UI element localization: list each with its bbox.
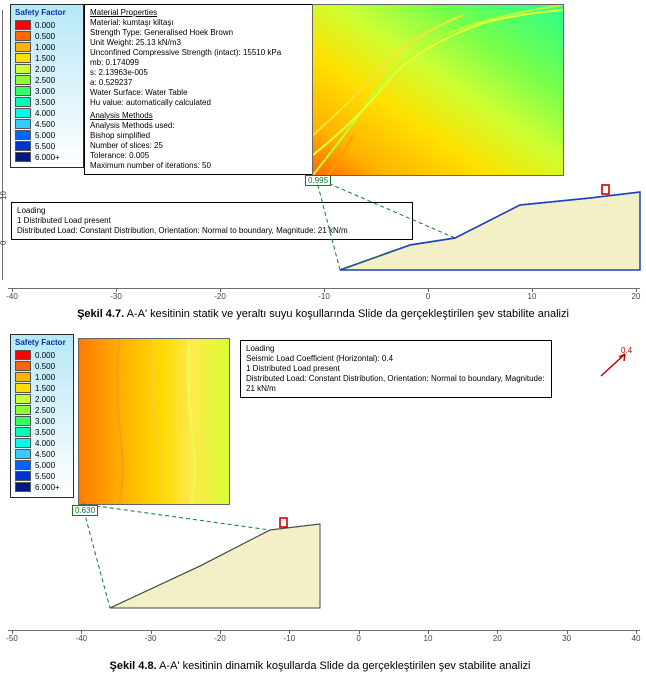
caption-2-bold: Şekil 4.8. [110, 660, 157, 672]
axis-tick-label: -30 [145, 634, 157, 643]
axis-tick-label: -50 [6, 634, 18, 643]
axis-tick-label: 20 [493, 634, 502, 643]
axis-tick-label: -40 [76, 634, 88, 643]
page: 10 0 Safety Factor 0.0000.5001.0001.5002… [0, 0, 646, 678]
caption-1-bold: Şekil 4.7. [77, 308, 124, 320]
figure-1: 10 0 Safety Factor 0.0000.5001.0001.5002… [0, 0, 646, 300]
axis-tick-label: 0 [426, 292, 430, 301]
axis-tick-label: -10 [318, 292, 330, 301]
figure-caption-1: Şekil 4.7. A-A' kesitinin statik ve yera… [10, 308, 636, 320]
axis-tick-label: -10 [284, 634, 296, 643]
figure-2: Safety Factor 0.0000.5001.0001.5002.0002… [0, 330, 646, 648]
axis-tick-label: 10 [424, 634, 433, 643]
axis-tick-label: -40 [6, 292, 18, 301]
axis-tick-label: 40 [632, 634, 641, 643]
axis-tick-label: -30 [110, 292, 122, 301]
axis-tick-label: -20 [214, 634, 226, 643]
axis-tick-label: 20 [632, 292, 641, 301]
axis-tick-label: 0 [356, 634, 360, 643]
caption-2-rest: A-A' kesitinin dinamik koşullarda Slide … [157, 660, 531, 672]
axis-tick-label: 30 [562, 634, 571, 643]
axis-tick-label: -20 [214, 292, 226, 301]
axis-tick-label: 10 [528, 292, 537, 301]
figure-caption-2: Şekil 4.8. A-A' kesitinin dinamik koşull… [60, 660, 580, 672]
caption-1-rest: A-A' kesitinin statik ve yeraltı suyu ko… [124, 308, 569, 320]
